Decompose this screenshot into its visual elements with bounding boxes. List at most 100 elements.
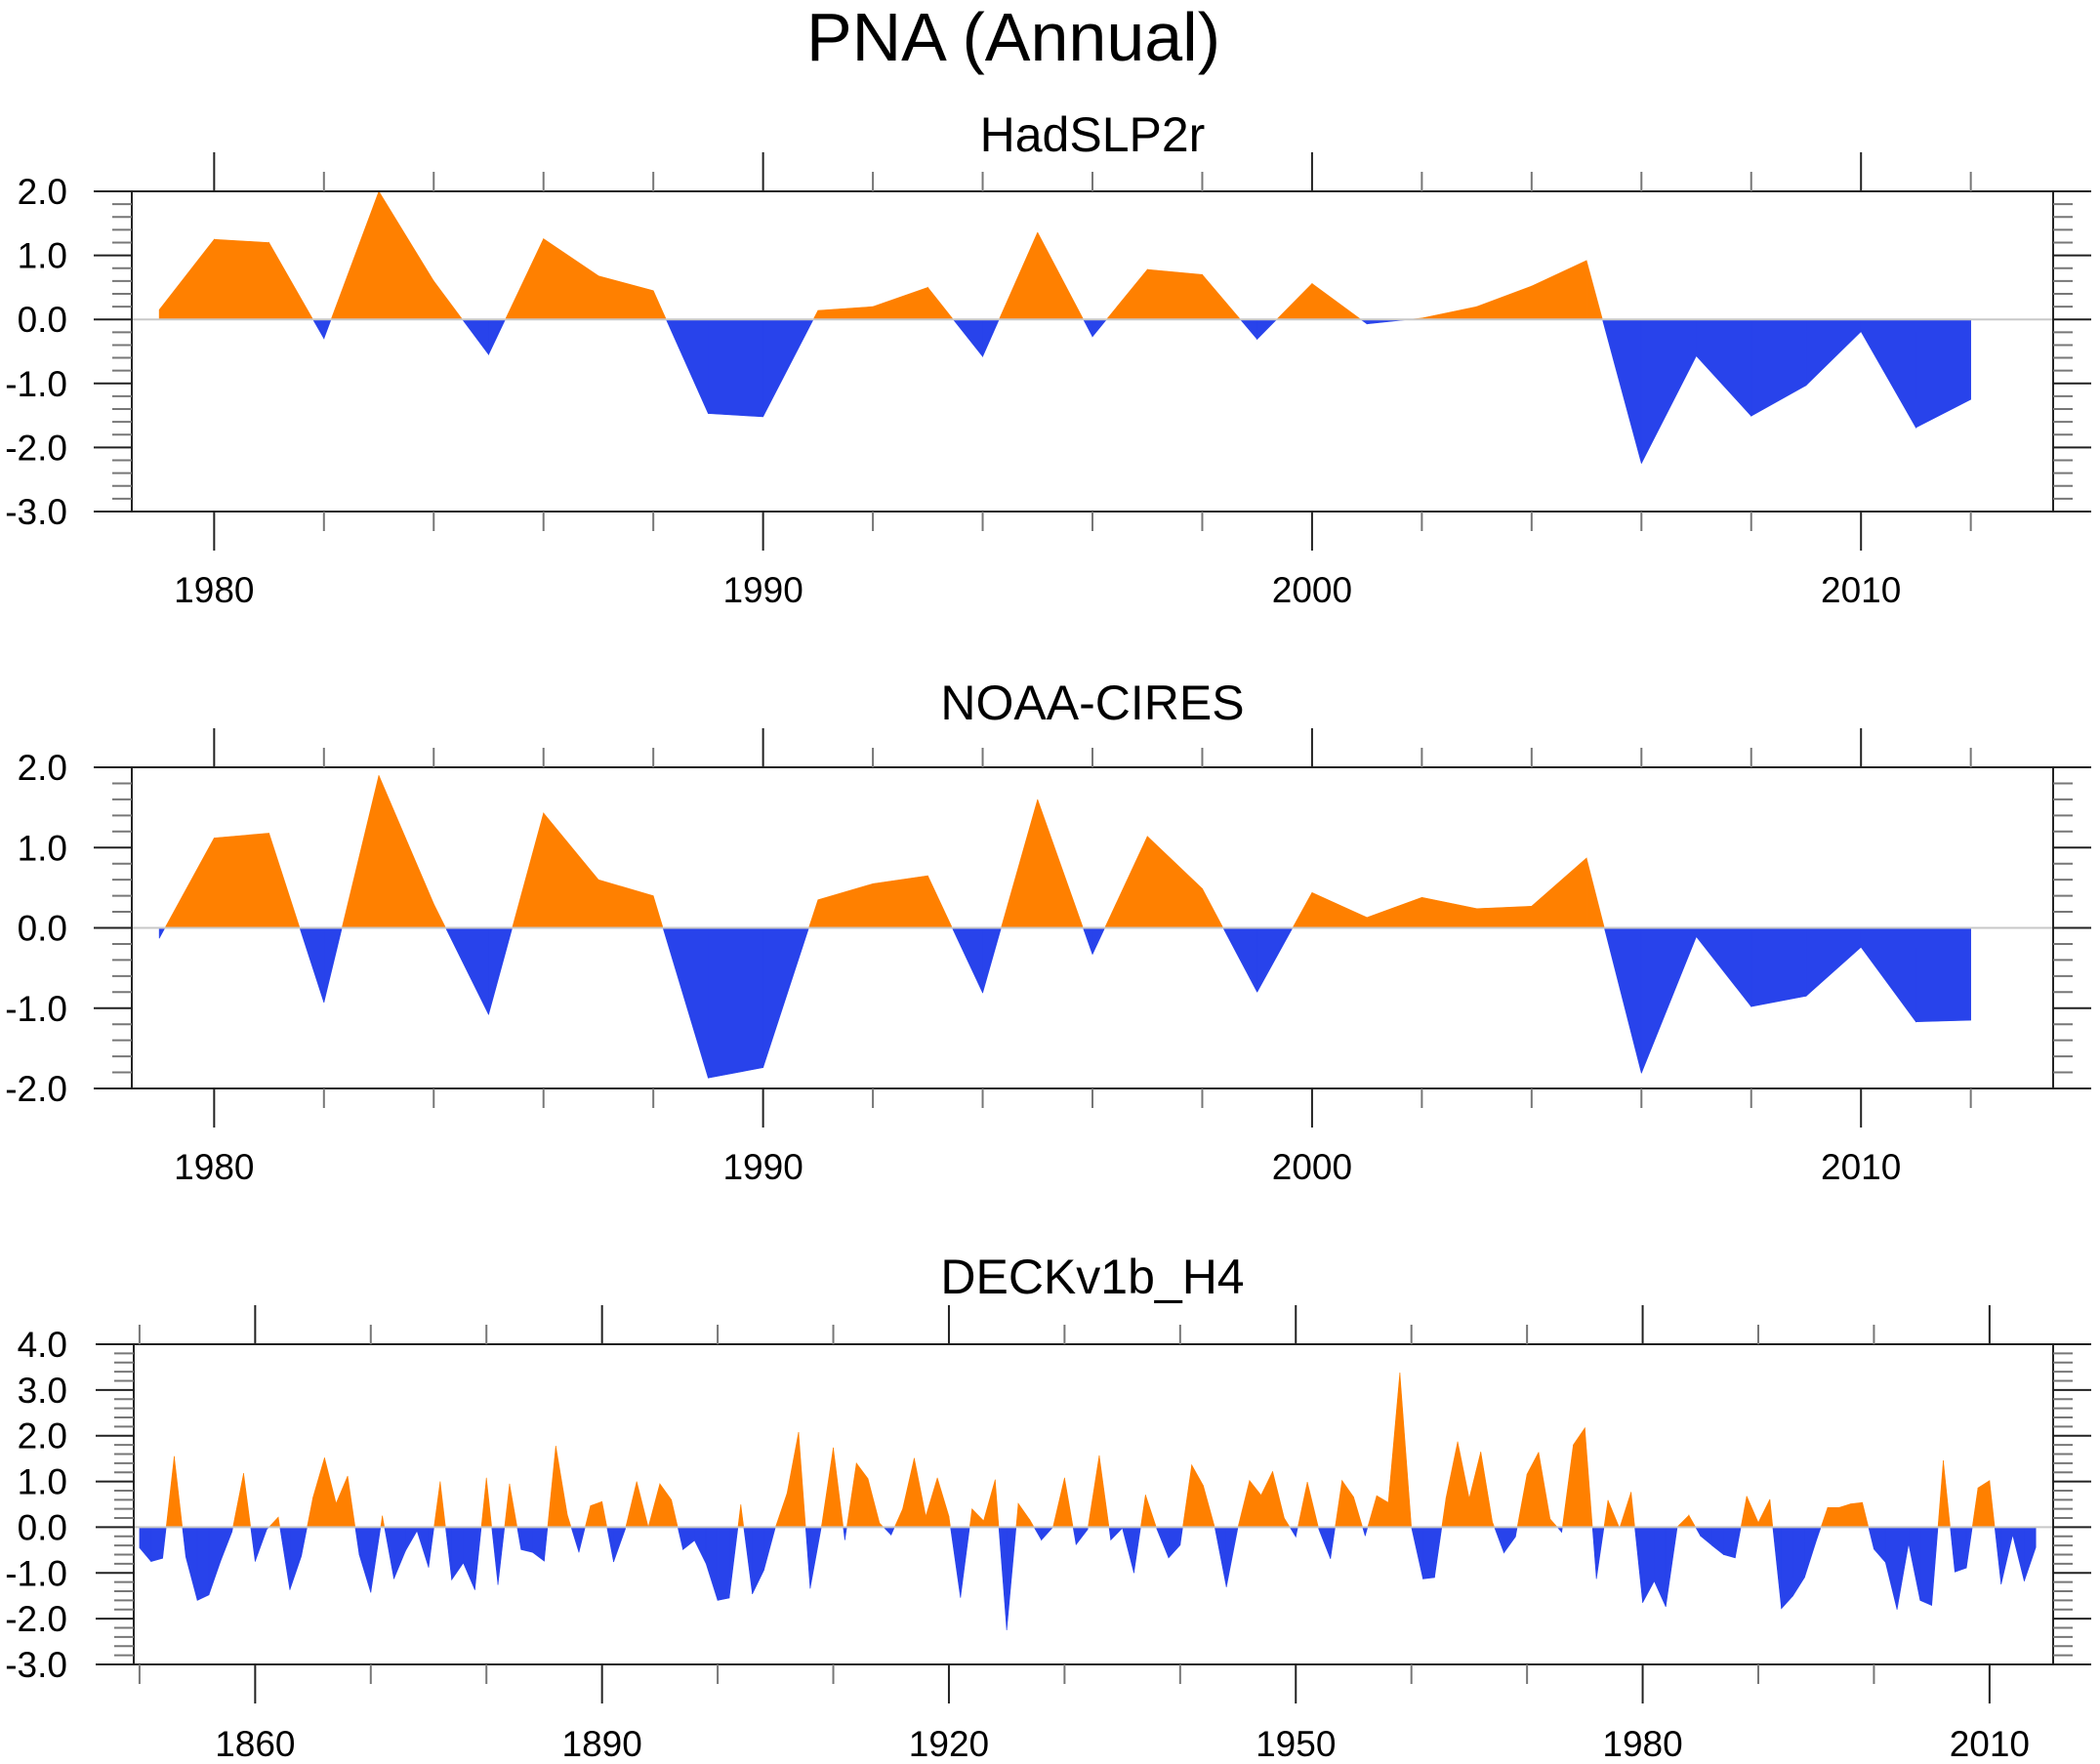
x-tick-label: 1980 <box>1602 1724 1682 1764</box>
negative-anomaly-area <box>665 318 709 414</box>
negative-anomaly-area <box>1640 927 1697 1074</box>
negative-anomaly-area <box>2024 1527 2037 1581</box>
negative-anomaly-area <box>250 1527 256 1562</box>
positive-anomaly-area <box>1630 1492 1635 1528</box>
negative-anomaly-area <box>677 1527 683 1550</box>
negative-anomaly-area <box>883 1527 892 1537</box>
negative-anomaly-area <box>1110 1527 1123 1541</box>
positive-anomaly-area <box>812 309 819 320</box>
positive-anomaly-area <box>543 812 599 928</box>
positive-anomaly-area <box>817 306 874 320</box>
positive-anomaly-area <box>817 882 874 928</box>
positive-anomaly-area <box>867 1478 881 1528</box>
y-tick-label: 2.0 <box>18 1416 67 1456</box>
positive-anomaly-area <box>597 275 654 320</box>
negative-anomaly-area <box>1072 1527 1077 1545</box>
positive-anomaly-area <box>1140 1495 1146 1528</box>
positive-anomaly-area <box>1260 1471 1273 1528</box>
negative-anomaly-area <box>1860 927 1916 1023</box>
negative-anomaly-area <box>491 1527 499 1585</box>
positive-anomaly-area <box>1037 231 1085 320</box>
positive-anomaly-area <box>671 1499 679 1528</box>
negative-anomaly-area <box>2012 1527 2025 1581</box>
positive-anomaly-area <box>1476 905 1533 928</box>
positive-anomaly-area <box>232 1473 244 1528</box>
y-tick-label: 0.0 <box>18 1507 67 1547</box>
positive-anomaly-area <box>1573 1426 1585 1528</box>
negative-anomaly-area <box>323 318 332 339</box>
negative-anomaly-area <box>1805 927 1862 998</box>
positive-anomaly-area <box>927 286 954 320</box>
positive-anomaly-area <box>584 1505 592 1528</box>
positive-anomaly-area <box>1088 1455 1100 1528</box>
negative-anomaly-area <box>1603 927 1642 1074</box>
positive-anomaly-area <box>798 1431 806 1528</box>
negative-anomaly-area <box>162 1527 167 1559</box>
negative-anomaly-area <box>613 1527 626 1563</box>
positive-anomaly-area <box>1202 273 1242 320</box>
positive-anomaly-area <box>1341 1479 1354 1528</box>
positive-anomaly-area <box>1457 1441 1470 1528</box>
y-tick-label: 1.0 <box>18 828 67 868</box>
negative-anomaly-area <box>1503 1527 1516 1554</box>
positive-anomaly-area <box>1145 1495 1157 1528</box>
negative-anomaly-area <box>982 318 1000 357</box>
negative-anomaly-area <box>150 1527 163 1562</box>
positive-anomaly-area <box>808 899 819 928</box>
negative-anomaly-area <box>497 1527 506 1585</box>
negative-anomaly-area <box>708 318 763 418</box>
positive-anomaly-area <box>165 1456 175 1528</box>
positive-anomaly-area <box>1104 836 1148 928</box>
negative-anomaly-area <box>998 1527 1008 1630</box>
positive-anomaly-area <box>786 1431 800 1528</box>
x-tick-label: 1990 <box>722 1147 803 1187</box>
positive-anomaly-area <box>1017 1502 1031 1528</box>
negative-anomaly-area <box>708 927 763 1079</box>
negative-anomaly-area <box>451 1527 464 1581</box>
positive-anomaly-area <box>277 1517 281 1528</box>
negative-anomaly-area <box>1955 1527 1967 1573</box>
positive-anomaly-area <box>1468 1452 1482 1528</box>
negative-anomaly-area <box>405 1527 418 1552</box>
positive-anomaly-area <box>1387 1373 1401 1528</box>
negative-anomaly-area <box>1805 318 1862 387</box>
negative-anomaly-area <box>1083 318 1093 338</box>
x-tick-label: 2000 <box>1272 570 1352 610</box>
negative-anomaly-area <box>1750 927 1807 1007</box>
negative-anomaly-area <box>323 927 343 1004</box>
negative-anomaly-area <box>474 1527 482 1590</box>
negative-anomaly-area <box>1091 927 1106 955</box>
negative-anomaly-area <box>1860 318 1916 430</box>
negative-anomaly-area <box>1434 1527 1443 1579</box>
positive-anomaly-area <box>1445 1441 1459 1528</box>
positive-anomaly-area <box>1306 1481 1319 1528</box>
positive-anomaly-area <box>1820 1507 1829 1528</box>
positive-anomaly-area <box>509 1483 518 1528</box>
negative-anomaly-area <box>1411 1527 1423 1579</box>
negative-anomaly-area <box>1950 1527 1956 1573</box>
negative-anomaly-area <box>1696 927 1752 1007</box>
negative-anomaly-area <box>1595 1527 1605 1579</box>
positive-anomaly-area <box>601 1501 608 1528</box>
positive-anomaly-area <box>927 875 953 928</box>
negative-anomaly-area <box>1133 1527 1141 1574</box>
negative-anomaly-area <box>301 1527 308 1557</box>
negative-anomaly-area <box>570 1527 580 1553</box>
positive-anomaly-area <box>1182 1464 1192 1528</box>
negative-anomaly-area <box>1874 1527 1886 1564</box>
positive-anomaly-area <box>432 903 446 928</box>
x-tick-label: 1990 <box>722 570 803 610</box>
negative-anomaly-area <box>299 927 325 1004</box>
positive-anomaly-area <box>1607 1499 1620 1528</box>
positive-anomaly-area <box>1037 799 1084 928</box>
x-tick-label: 2010 <box>1821 1147 1901 1187</box>
positive-anomaly-area <box>1585 260 1603 320</box>
positive-anomaly-area <box>845 1462 857 1528</box>
positive-anomaly-area <box>555 1445 568 1528</box>
y-tick-label: -2.0 <box>5 1069 67 1109</box>
negative-anomaly-area <box>1696 318 1752 418</box>
negative-anomaly-area <box>1289 1527 1297 1538</box>
negative-anomaly-area <box>1601 318 1642 464</box>
negative-anomaly-area <box>1735 1527 1742 1558</box>
negative-anomaly-area <box>682 1527 695 1551</box>
